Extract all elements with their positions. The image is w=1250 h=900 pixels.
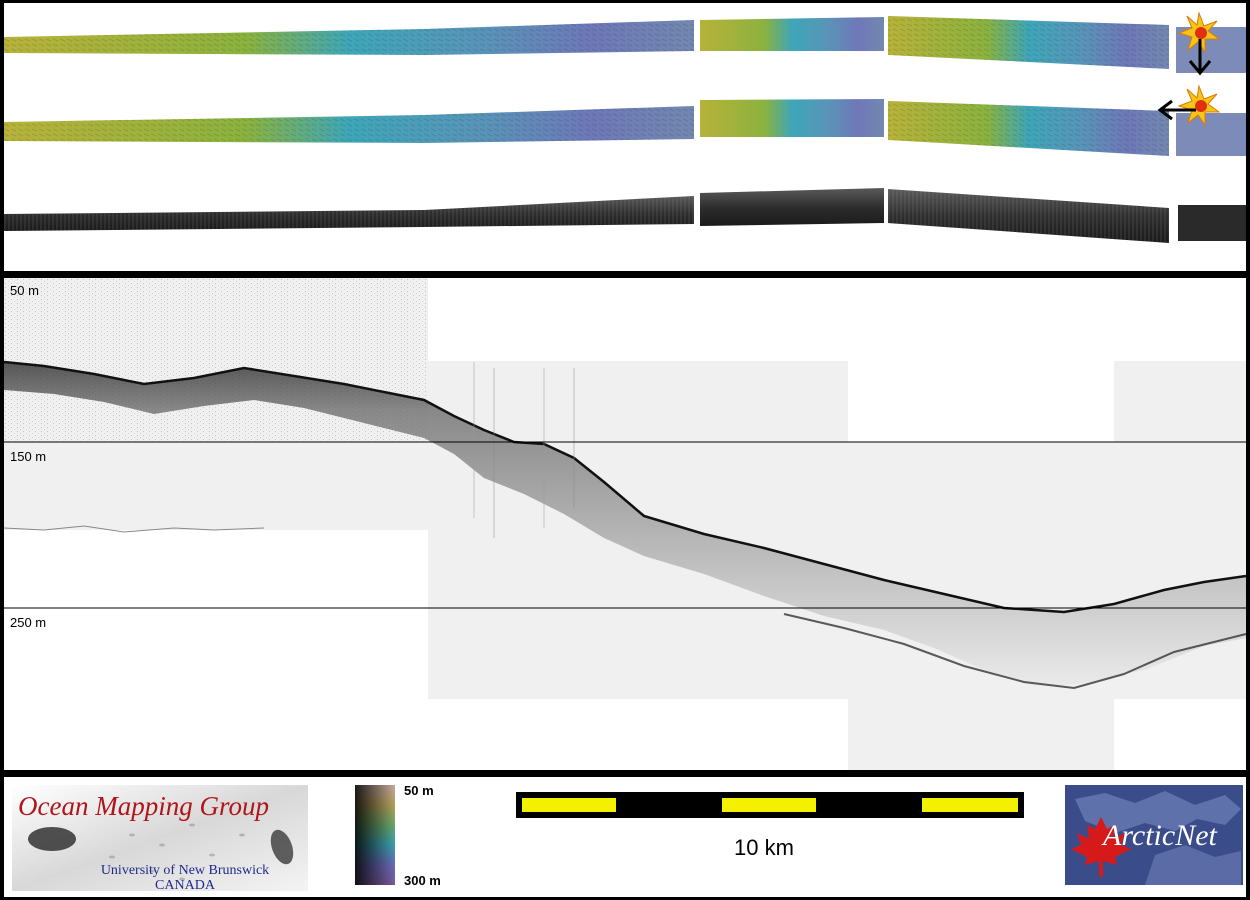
scale-label: 10 km — [734, 835, 794, 860]
colorbar-top-label: 50 m — [404, 783, 434, 798]
legend-panel: Ocean Mapping Group University of New Br… — [4, 777, 1246, 897]
depth-label-250: 250 m — [10, 615, 47, 630]
swath-strips — [4, 11, 1246, 243]
arrow-left-icon — [1157, 99, 1196, 121]
omg-subtitle: University of New Brunswick CANADA — [80, 863, 290, 891]
sunburst-marker-icon — [1177, 11, 1221, 54]
subbottom-profile — [4, 278, 1246, 770]
maple-leaf-icon — [1071, 817, 1131, 877]
depth-colorbar — [355, 785, 395, 885]
depth-label-50: 50 m — [10, 283, 39, 298]
arcticnet-logo: ArcticNet — [1065, 785, 1243, 885]
bathymetry-strip-2 — [4, 99, 1246, 156]
seafloor-profile — [4, 360, 1246, 690]
backscatter-strip — [4, 188, 1246, 243]
sunburst-marker-icon — [1177, 84, 1221, 127]
depth-label-150: 150 m — [10, 449, 47, 464]
colorbar-bottom-label: 300 m — [404, 873, 441, 888]
omg-title: Ocean Mapping Group — [18, 791, 269, 821]
swath-panel — [4, 3, 1246, 271]
omg-university: University of New Brunswick — [100, 863, 270, 878]
bathymetry-strip-1 — [4, 16, 1246, 73]
omg-country: CANADA — [155, 878, 215, 891]
subbottom-profile-panel: 50 m 150 m 250 m — [4, 278, 1246, 770]
ocean-mapping-group-logo: Ocean Mapping Group University of New Br… — [12, 785, 308, 891]
arrow-down-icon — [1188, 39, 1212, 76]
scale-bar — [516, 792, 1024, 818]
arcticnet-logo-text: ArcticNet — [1103, 819, 1217, 852]
